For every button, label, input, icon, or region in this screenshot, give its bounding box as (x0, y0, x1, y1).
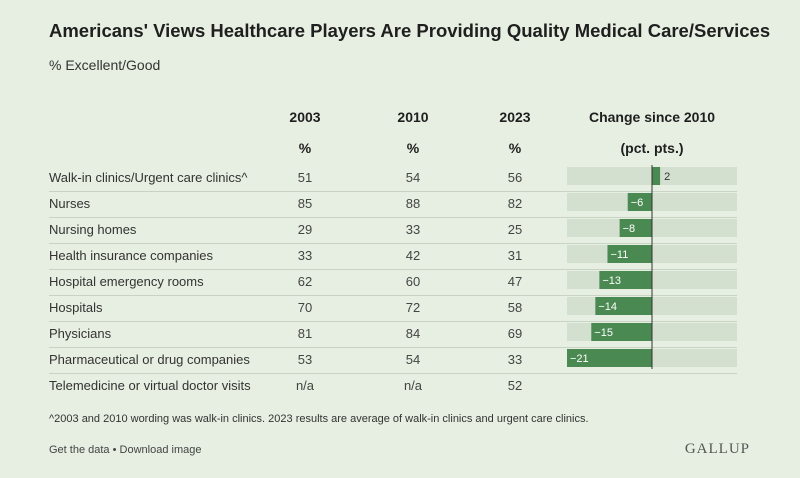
gallup-logo: GALLUP (684, 441, 750, 457)
row-label: Telemedicine or virtual doctor visits (49, 378, 251, 393)
cell-2010: 33 (405, 222, 421, 237)
cell-2003: n/a (295, 378, 315, 393)
bar (619, 219, 652, 237)
table-row: Physicians 81 84 69 (49, 321, 737, 348)
row-label: Hospital emergency rooms (49, 274, 204, 289)
bar-value-label: 2 (664, 171, 670, 183)
cell-2003: 85 (297, 196, 313, 211)
bar (595, 297, 652, 315)
cell-2023: 25 (507, 222, 523, 237)
bar-value-label: −21 (570, 353, 589, 365)
table-row: Health insurance companies 33 42 31 (49, 243, 737, 270)
col-change-title: Change since 2010 (588, 109, 716, 125)
cell-2023: 58 (507, 300, 523, 315)
cell-2010: 72 (405, 300, 421, 315)
footer-links: Get the data • Download image (49, 444, 201, 456)
col-header-2010: 2010 % (383, 109, 443, 156)
table-row: Nurses 85 88 82 (49, 191, 737, 218)
cell-2010: 84 (405, 326, 421, 341)
cell-2003: 29 (297, 222, 313, 237)
col-2010-unit: % (406, 140, 420, 156)
row-label: Physicians (49, 326, 112, 341)
bar-value-label: −6 (631, 197, 644, 209)
row-label: Walk-in clinics/Urgent care clinics^ (49, 170, 248, 185)
row-label: Pharmaceutical or drug companies (49, 352, 250, 367)
cell-2003: 81 (297, 326, 313, 341)
col-2003-year: 2003 (289, 109, 321, 125)
col-2023-year: 2023 (499, 109, 531, 125)
bar-value-label: −14 (598, 301, 617, 313)
bar-value-label: −13 (602, 275, 621, 287)
col-change-unit: (pct. pts.) (620, 140, 684, 156)
cell-2023: 31 (507, 248, 523, 263)
cell-2023: 33 (507, 352, 523, 367)
get-data-link[interactable]: Get the data (49, 444, 110, 456)
table-row: Hospitals 70 72 58 (49, 295, 737, 322)
cell-2003: 33 (297, 248, 313, 263)
cell-2010: n/a (403, 378, 423, 393)
bar (591, 323, 652, 341)
cell-2023: 47 (507, 274, 523, 289)
row-label: Health insurance companies (49, 248, 214, 263)
table-row: Nursing homes 29 33 25 (49, 217, 737, 244)
col-2003-unit: % (298, 140, 312, 156)
bar (652, 167, 661, 185)
cell-2010: 60 (405, 274, 421, 289)
cell-2010: 54 (405, 170, 421, 185)
cell-2003: 51 (297, 170, 313, 185)
row-label: Hospitals (49, 300, 103, 315)
col-2023-unit: % (508, 140, 522, 156)
chart-subtitle: % Excellent/Good (49, 57, 161, 73)
cell-2003: 62 (297, 274, 313, 289)
bar (599, 271, 652, 289)
cell-2023: 52 (507, 378, 523, 393)
col-2010-year: 2010 (397, 109, 429, 125)
cell-2010: 54 (405, 352, 421, 367)
cell-2010: 42 (405, 248, 421, 263)
row-label: Nursing homes (49, 222, 137, 237)
table-row: Hospital emergency rooms 62 60 47 (49, 269, 737, 296)
cell-2003: 70 (297, 300, 313, 315)
chart-title: Americans' Views Healthcare Players Are … (49, 20, 771, 41)
table-row: Pharmaceutical or drug companies 53 54 3… (49, 347, 737, 374)
cell-2010: 88 (405, 196, 421, 211)
cell-2023: 69 (507, 326, 523, 341)
col-header-2023: 2023 % (485, 109, 545, 156)
bar-value-label: −8 (623, 223, 636, 235)
bar (567, 349, 652, 367)
row-label: Nurses (49, 196, 91, 211)
bar (607, 245, 652, 263)
footnote: ^2003 and 2010 wording was walk-in clini… (49, 413, 589, 425)
link-separator: • (112, 444, 117, 456)
download-image-link[interactable]: Download image (119, 444, 202, 456)
cell-2023: 82 (507, 196, 523, 211)
col-header-change: Change since 2010 (pct. pts.) (567, 109, 737, 156)
table-row: Walk-in clinics/Urgent care clinics^ 51 … (49, 165, 737, 192)
table-row: Telemedicine or virtual doctor visits n/… (49, 373, 737, 399)
col-header-2003: 2003 % (275, 109, 335, 156)
bar-value-label: −11 (610, 249, 628, 261)
cell-2003: 53 (297, 352, 313, 367)
bar-value-label: −15 (594, 327, 613, 339)
cell-2023: 56 (507, 170, 523, 185)
bar (627, 193, 652, 211)
